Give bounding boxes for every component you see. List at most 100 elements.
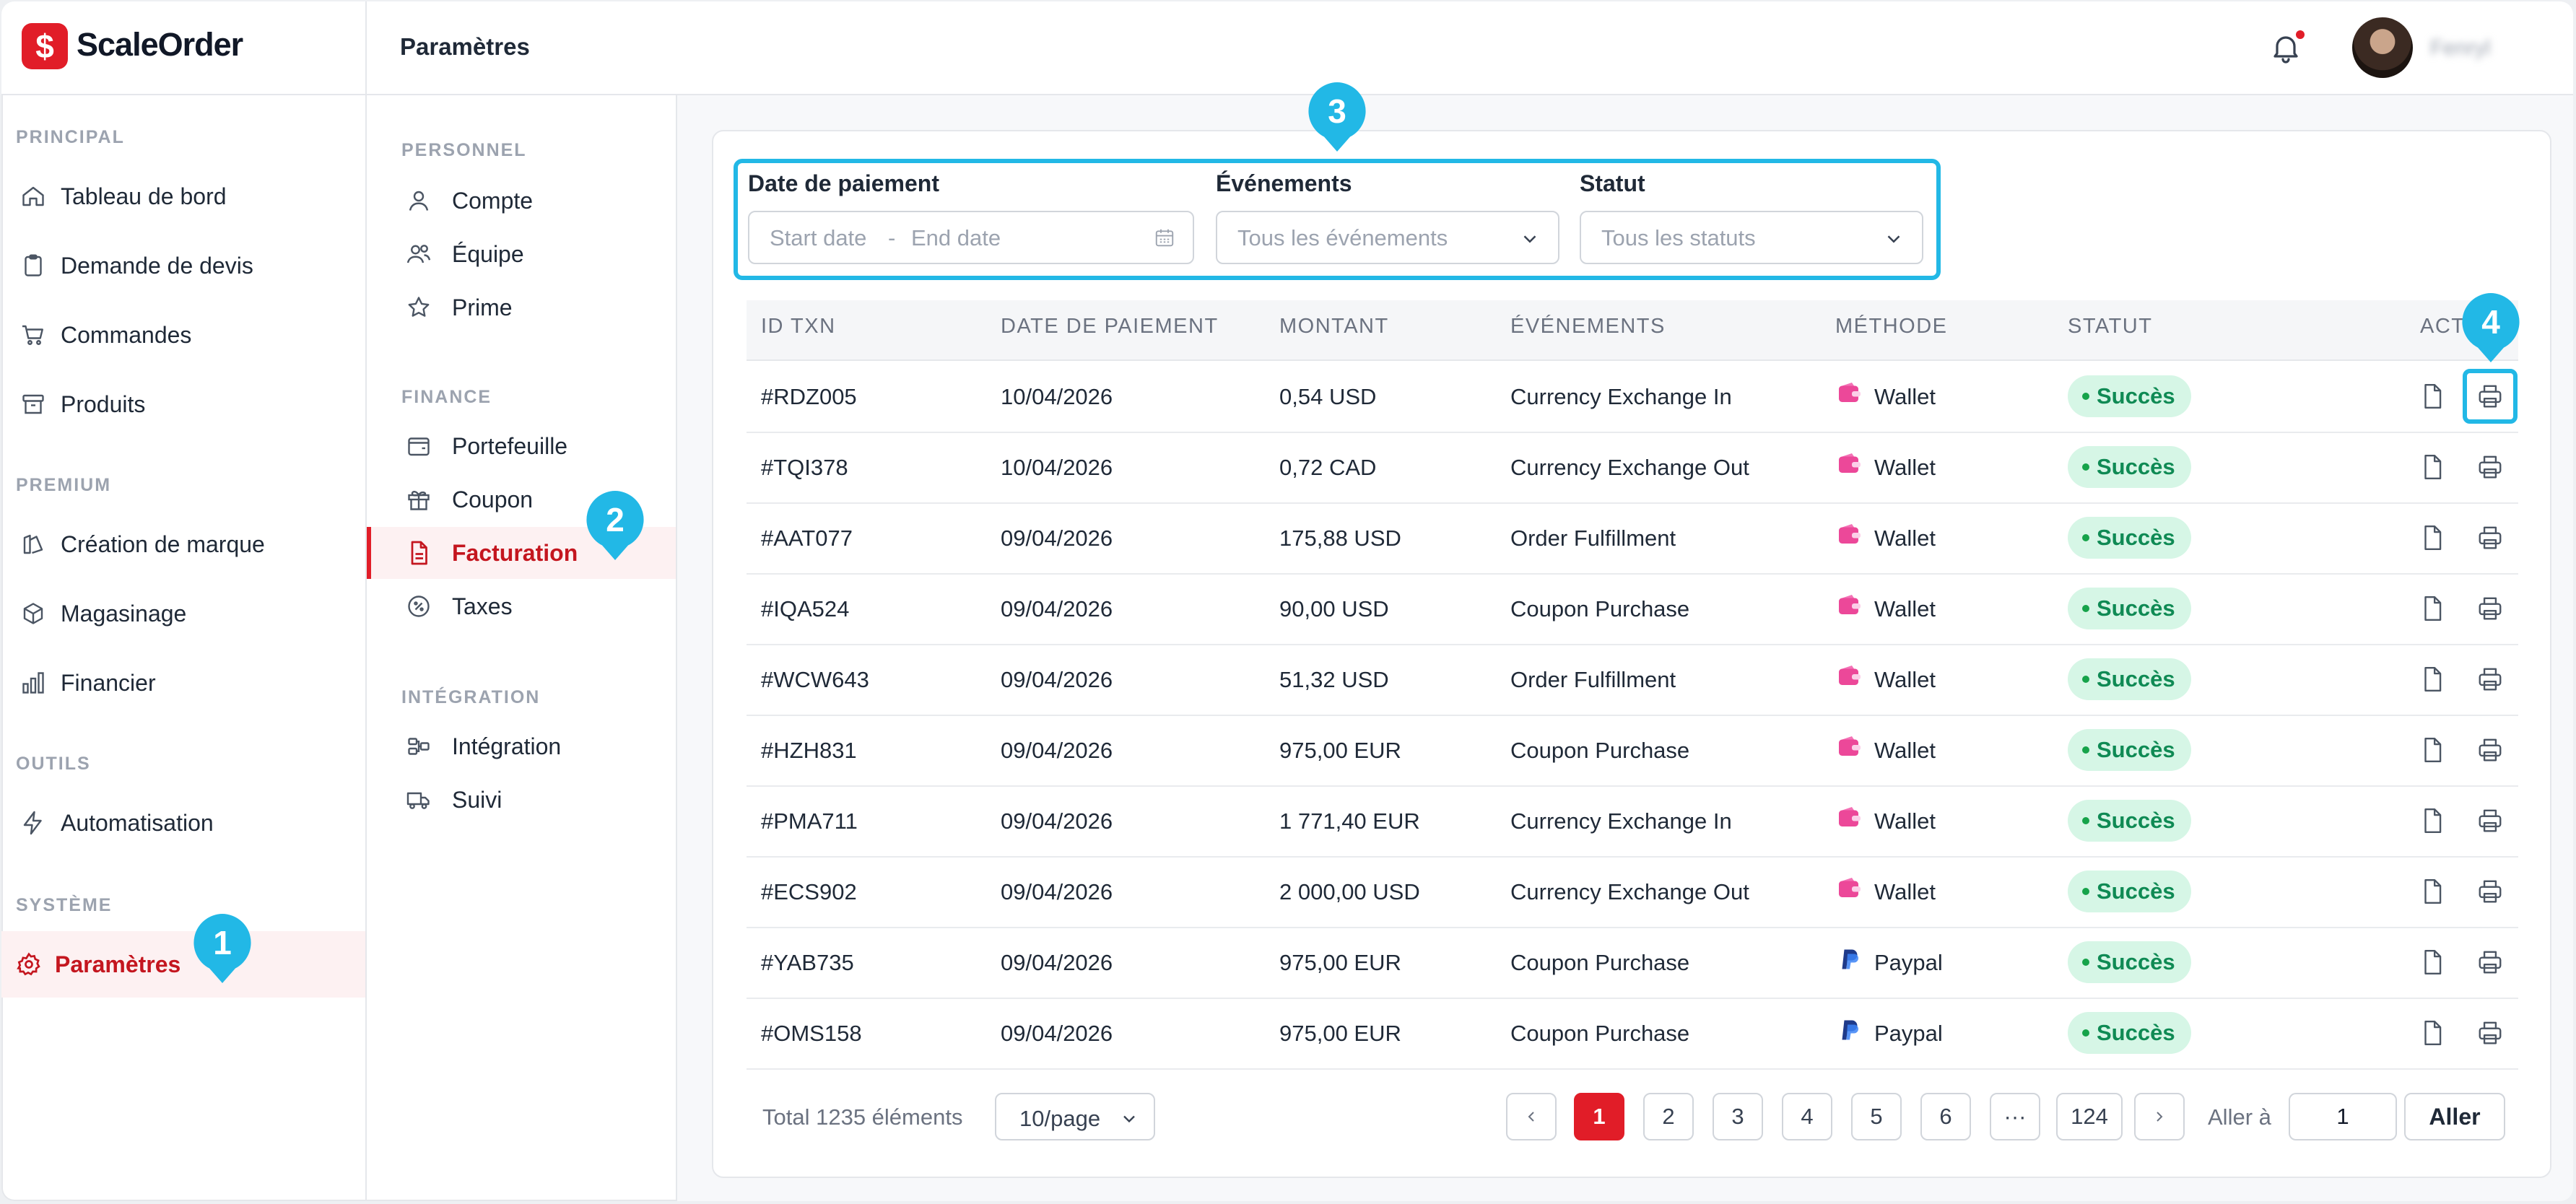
- callout-pin-icon: [2462, 293, 2520, 362]
- print-icon[interactable]: [2476, 878, 2504, 905]
- column-header-id[interactable]: ID TXN: [761, 315, 836, 338]
- print-icon[interactable]: [2476, 666, 2504, 693]
- table-header: [747, 300, 2518, 361]
- column-header-method[interactable]: MÉTHODE: [1835, 315, 1948, 338]
- cell-event: Order Fulfillment: [1510, 667, 1676, 692]
- column-header-actions-clip: ACTIONS: [2420, 300, 2471, 358]
- callout-pin-icon: [193, 914, 251, 983]
- sidebar-item-products[interactable]: Produits: [1, 371, 365, 437]
- avatar[interactable]: [2352, 17, 2413, 78]
- print-icon[interactable]: [2476, 453, 2504, 481]
- bell-icon[interactable]: [2268, 30, 2303, 65]
- callout-number: 1: [213, 924, 232, 961]
- sidebar-item-label: Produits: [61, 391, 146, 417]
- clipboard-icon: [25, 254, 42, 276]
- subnav-item-tracking[interactable]: Suivi: [367, 774, 676, 826]
- callout-1: 1: [193, 914, 251, 983]
- page-button[interactable]: 1: [1574, 1093, 1624, 1140]
- status-badge: Succès: [2068, 941, 2191, 983]
- view-document-icon[interactable]: [2419, 878, 2446, 905]
- page-size-select[interactable]: 10/page: [995, 1093, 1155, 1140]
- subnav-item-label: Intégration: [452, 733, 562, 759]
- view-document-icon[interactable]: [2419, 736, 2446, 764]
- prev-page-button[interactable]: [1506, 1093, 1557, 1140]
- cell-amount: 975,00 EUR: [1279, 1021, 1401, 1046]
- print-icon[interactable]: [2476, 595, 2504, 622]
- start-date-input[interactable]: Start date: [770, 225, 867, 250]
- cell-event: Coupon Purchase: [1510, 950, 1690, 975]
- end-date-input[interactable]: End date: [911, 225, 1001, 250]
- sidebar-item-dashboard[interactable]: Tableau de bord: [1, 163, 365, 230]
- view-document-icon[interactable]: [2419, 524, 2446, 551]
- print-icon[interactable]: [2476, 807, 2504, 834]
- status-select[interactable]: Tous les statuts: [1580, 211, 1923, 264]
- events-select[interactable]: Tous les événements: [1216, 211, 1559, 264]
- cell-event: Coupon Purchase: [1510, 1021, 1690, 1046]
- view-document-icon[interactable]: [2419, 595, 2446, 622]
- subnav-item-taxes[interactable]: Taxes: [367, 580, 676, 632]
- status-badge: Succès: [2068, 1012, 2191, 1054]
- column-header-date[interactable]: DATE DE PAIEMENT: [1001, 315, 1219, 338]
- status-badge: Succès: [2068, 375, 2191, 417]
- date-range-picker[interactable]: Start date - End date: [748, 211, 1194, 264]
- cell-amount: 90,00 USD: [1279, 596, 1389, 621]
- cell-method: Wallet: [1874, 596, 1936, 621]
- subnav-item-premium[interactable]: Prime: [367, 282, 676, 333]
- view-document-icon[interactable]: [2419, 1019, 2446, 1047]
- goto-button[interactable]: Aller: [2404, 1093, 2505, 1140]
- print-icon[interactable]: [2476, 383, 2504, 410]
- goto-page-input[interactable]: 1: [2289, 1093, 2397, 1140]
- subnav-item-account[interactable]: Compte: [367, 175, 676, 227]
- column-header-amount[interactable]: MONTANT: [1279, 315, 1389, 338]
- cell-event: Currency Exchange In: [1510, 808, 1732, 834]
- calendar-icon: [1155, 229, 1174, 247]
- sidebar-section-principal: PRINCIPAL: [16, 127, 125, 147]
- sidebar-item-automation[interactable]: Automatisation: [1, 790, 365, 856]
- view-document-icon[interactable]: [2419, 807, 2446, 834]
- view-document-icon[interactable]: [2419, 666, 2446, 693]
- cell-amount: 175,88 USD: [1279, 525, 1401, 551]
- print-icon[interactable]: [2476, 524, 2504, 551]
- wallet-icon: [1837, 663, 1863, 689]
- callout-4: 4: [2462, 293, 2520, 362]
- sidebar-item-settings[interactable]: Paramètres: [1, 931, 365, 998]
- sidebar-item-orders[interactable]: Commandes: [1, 302, 365, 368]
- cell-event: Coupon Purchase: [1510, 738, 1690, 763]
- page-button[interactable]: 3: [1713, 1093, 1763, 1140]
- view-document-icon[interactable]: [2419, 948, 2446, 976]
- page-button[interactable]: ···: [1990, 1093, 2040, 1140]
- print-icon[interactable]: [2476, 736, 2504, 764]
- wallet-icon: [1837, 734, 1863, 760]
- subnav-item-label: Prime: [452, 295, 513, 320]
- callout-pin-icon: [1308, 82, 1366, 152]
- sidebar-item-financial[interactable]: Financier: [1, 650, 365, 716]
- table-row: [747, 573, 2518, 645]
- brand[interactable]: $ ScaleOrder: [1, 1, 367, 94]
- page-button[interactable]: 124: [2056, 1093, 2123, 1140]
- cell-payment-date: 10/04/2026: [1001, 455, 1113, 480]
- view-document-icon[interactable]: [2419, 383, 2446, 410]
- username[interactable]: Fenryl: [2430, 36, 2491, 60]
- subnav-item-wallet[interactable]: Portefeuille: [367, 420, 676, 472]
- column-header-events[interactable]: ÉVÉNEMENTS: [1510, 315, 1666, 338]
- column-header-status[interactable]: STATUT: [2068, 315, 2153, 338]
- print-icon[interactable]: [2476, 1019, 2504, 1047]
- page-button[interactable]: 6: [1920, 1093, 1971, 1140]
- gift-icon: [408, 491, 430, 510]
- box-icon: [23, 603, 43, 624]
- view-document-icon[interactable]: [2419, 453, 2446, 481]
- page-button[interactable]: 4: [1782, 1093, 1832, 1140]
- page-button[interactable]: 2: [1643, 1093, 1694, 1140]
- cell-txn-id: #TQI378: [761, 455, 848, 480]
- goto-label: Aller à: [2208, 1104, 2271, 1130]
- next-page-button[interactable]: [2134, 1093, 2185, 1140]
- subnav-item-integration[interactable]: Intégration: [367, 720, 676, 772]
- print-icon[interactable]: [2476, 948, 2504, 976]
- status-badge: Succès: [2068, 658, 2191, 700]
- subnav-item-team[interactable]: Équipe: [367, 228, 676, 280]
- sidebar-item-warehousing[interactable]: Magasinage: [1, 580, 365, 647]
- sidebar-item-branding[interactable]: Création de marque: [1, 511, 365, 577]
- sidebar-item-quotes[interactable]: Demande de devis: [1, 232, 365, 299]
- subnav-item-coupon[interactable]: Coupon: [367, 474, 676, 525]
- page-button[interactable]: 5: [1851, 1093, 1902, 1140]
